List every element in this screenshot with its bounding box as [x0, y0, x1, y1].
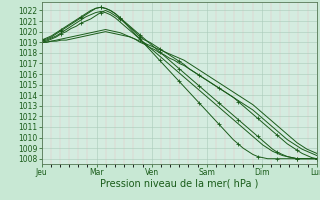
X-axis label: Pression niveau de la mer( hPa ): Pression niveau de la mer( hPa ) [100, 179, 258, 189]
